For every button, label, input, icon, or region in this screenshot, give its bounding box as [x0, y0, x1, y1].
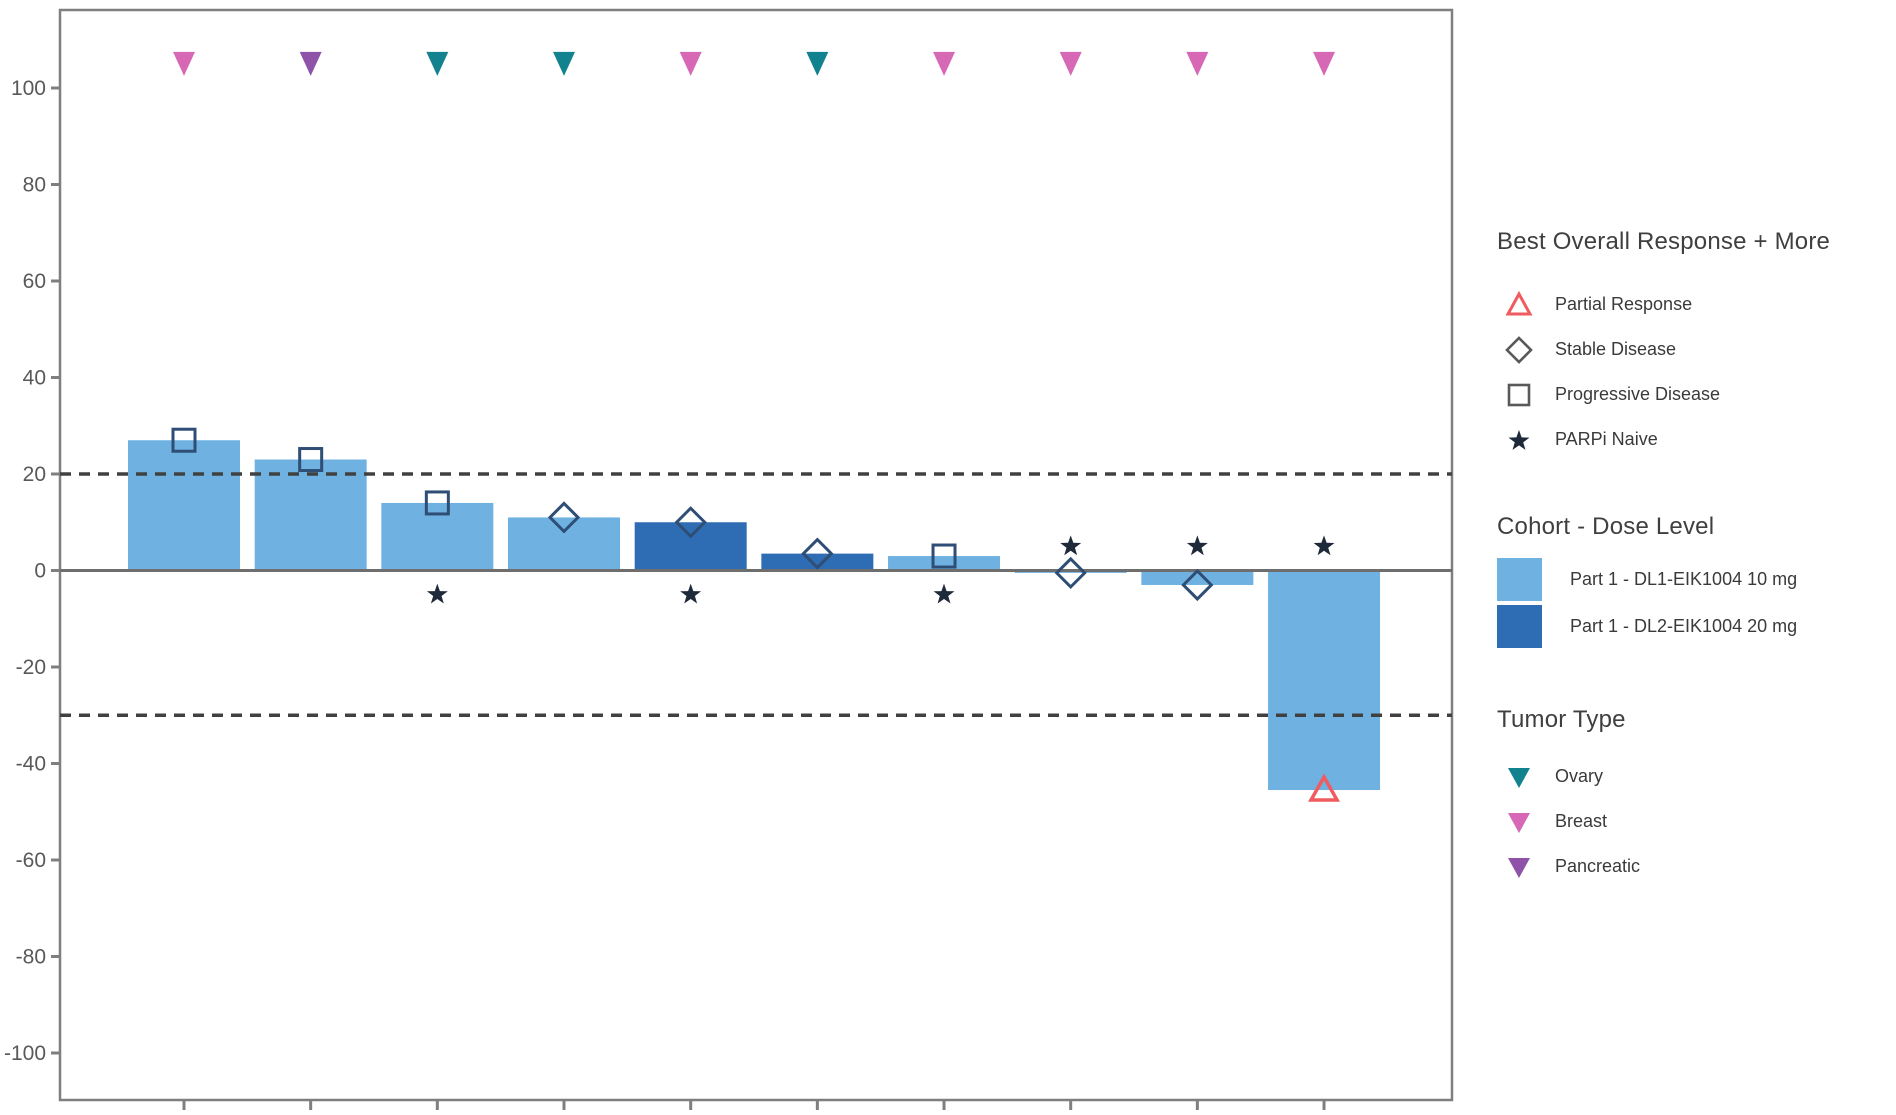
legend-cohort-title: Cohort - Dose Level: [1497, 513, 1715, 540]
tumor-marker-ovary-6: [806, 51, 829, 76]
breast-icon: [1497, 804, 1541, 840]
legend-item-label: Ovary: [1555, 766, 1604, 786]
cohort-swatch-2: [1497, 605, 1542, 648]
tumor-marker-ovary-3: [426, 51, 449, 76]
bar-6: [761, 553, 874, 571]
progressive-disease-icon: [1497, 377, 1541, 413]
legend-item-label: Progressive Disease: [1555, 384, 1721, 404]
y-tick-label--80: -80: [16, 946, 46, 969]
y-tick-label-100: 100: [11, 77, 46, 100]
tumor-marker-breast-10: [1313, 51, 1336, 76]
stable-disease-marker-5: [674, 506, 707, 539]
progressive-disease-marker-3: [424, 490, 450, 516]
tumor-marker-breast-5: [679, 51, 702, 76]
tumor-marker-pancreatic-2: [299, 51, 322, 76]
y-tick-label-0: 0: [34, 560, 46, 583]
y-tick-label--20: -20: [16, 656, 46, 679]
legend-item-label: Breast: [1555, 811, 1608, 831]
tumor-marker-breast-9: [1186, 51, 1209, 76]
bar-2: [254, 459, 367, 571]
legend-cohort-dose-level: Cohort - Dose Level Part 1 - DL1-EIK1004…: [1497, 513, 1797, 650]
bar-7: [888, 556, 1001, 571]
legend-item-progressive-disease: Progressive Disease: [1497, 372, 1830, 417]
tumor-marker-ovary-4: [553, 51, 576, 76]
legend-item-pancreatic: Pancreatic: [1497, 844, 1640, 889]
y-tick-label-80: 80: [23, 174, 46, 197]
y-tick-label-60: 60: [23, 270, 46, 293]
legend-item-label: PARPi Naive: [1555, 429, 1658, 449]
legend-item-label: Pancreatic: [1555, 856, 1641, 876]
legend-tumor-title: Tumor Type: [1497, 706, 1626, 733]
parpi-naive-star-8: [1060, 535, 1082, 556]
y-tick-label-40: 40: [23, 367, 46, 390]
legend-item-part-1-dl1-eik1004-10-mg: Part 1 - DL1-EIK1004 10 mg: [1497, 556, 1797, 603]
pancreatic-icon: [1497, 849, 1541, 885]
legend-item-breast: Breast: [1497, 799, 1640, 844]
legend-tumor-type: Tumor Type Ovary Breast Pancreatic: [1497, 706, 1640, 889]
parpi-naive-icon: [1497, 422, 1541, 458]
legend-item-ovary: Ovary: [1497, 754, 1640, 799]
bar-5: [634, 522, 747, 571]
legend-item-part-1-dl2-eik1004-20-mg: Part 1 - DL2-EIK1004 20 mg: [1497, 603, 1797, 650]
stable-disease-marker-6: [801, 537, 834, 570]
bar-4: [508, 517, 621, 571]
progressive-disease-marker-1: [171, 427, 197, 453]
legend-item-partial-response: Partial Response: [1497, 282, 1830, 327]
stable-disease-marker-4: [547, 501, 581, 534]
parpi-naive-star-3: [426, 583, 448, 604]
stable-disease-marker-9: [1181, 568, 1214, 602]
legend-item-parpi-naive: PARPi Naive: [1497, 417, 1830, 462]
tumor-marker-breast-7: [933, 51, 956, 76]
legend-item-stable-disease: Stable Disease: [1497, 327, 1830, 372]
partial-response-icon: [1497, 287, 1541, 323]
tumor-marker-breast-1: [173, 51, 195, 76]
parpi-naive-star-9: [1186, 535, 1208, 556]
bar-1: [128, 440, 240, 571]
progressive-disease-marker-7: [931, 543, 957, 569]
legend-item-label: Stable Disease: [1555, 339, 1677, 359]
stable-disease-icon: [1497, 332, 1541, 368]
cohort-swatch-1: [1497, 558, 1542, 601]
y-tick-label--40: -40: [16, 753, 46, 776]
parpi-naive-star-7: [933, 583, 955, 604]
progressive-disease-marker-2: [298, 447, 324, 473]
bar-9: [1141, 570, 1254, 585]
legend-bor-title: Best Overall Response + More: [1497, 228, 1831, 255]
parpi-naive-star-10: [1313, 535, 1335, 556]
ovary-icon: [1497, 759, 1541, 795]
stable-disease-marker-8: [1054, 556, 1087, 590]
legend-item-label: Partial Response: [1555, 294, 1693, 314]
legend-item-label: Part 1 - DL1-EIK1004 10 mg: [1570, 569, 1798, 589]
y-tick-label--60: -60: [16, 849, 46, 872]
tumor-marker-breast-8: [1059, 51, 1082, 76]
legend-item-label: Part 1 - DL2-EIK1004 20 mg: [1570, 616, 1798, 636]
y-tick-label-20: 20: [23, 463, 46, 486]
y-tick-label--100: -100: [4, 1042, 46, 1065]
parpi-naive-star-5: [680, 583, 702, 604]
partial-response-marker-10: [1308, 773, 1341, 802]
legend-best-overall-response: Best Overall Response + More Partial Res…: [1497, 228, 1830, 462]
bar-10: [1268, 570, 1381, 791]
